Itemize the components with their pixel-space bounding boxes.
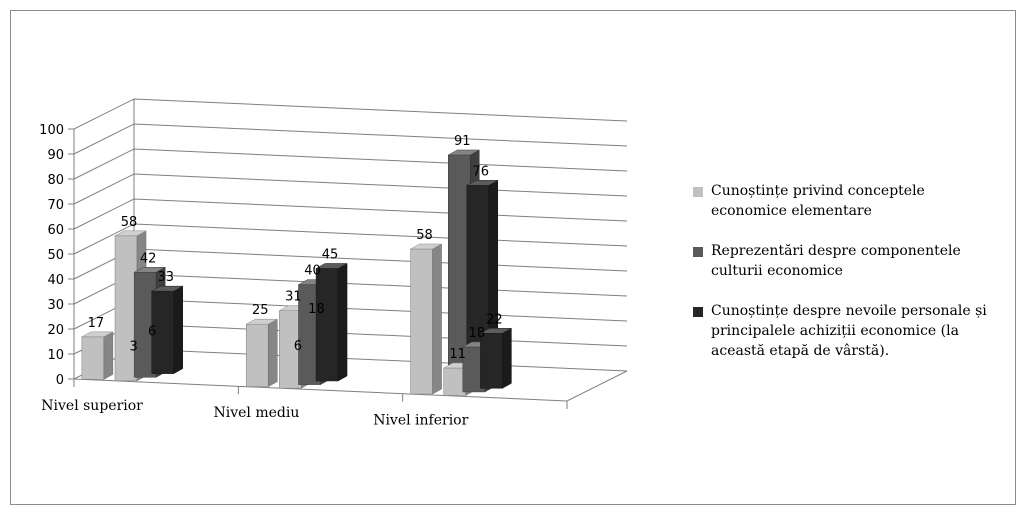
data-label: 45 bbox=[322, 247, 339, 262]
bar-top bbox=[245, 318, 279, 325]
y-axis: 0 10 20 30 40 50 60 70 80 90 100 bbox=[39, 123, 74, 388]
data-label: 40 bbox=[304, 264, 321, 279]
y-tick-label: 70 bbox=[47, 198, 64, 213]
y-tick-label: 30 bbox=[47, 298, 64, 313]
legend-item: Cunoștințe despre nevoile personale și pr… bbox=[691, 301, 1028, 361]
bar-front bbox=[443, 367, 466, 396]
data-label: 42 bbox=[140, 251, 157, 266]
bar-side bbox=[502, 327, 512, 389]
bar-front bbox=[410, 248, 433, 395]
legend-label-line: Cunoștințe privind conceptele bbox=[711, 183, 925, 199]
bar bbox=[80, 331, 114, 380]
bar bbox=[245, 318, 279, 388]
bar-side bbox=[103, 331, 114, 380]
bar-top bbox=[447, 149, 481, 156]
x-tick-label: Nivel inferior bbox=[373, 412, 468, 428]
data-label: 91 bbox=[454, 134, 471, 149]
legend-label-line: culturii economice bbox=[711, 263, 843, 279]
bar bbox=[150, 285, 184, 375]
bar-top bbox=[150, 285, 184, 292]
data-label: 58 bbox=[416, 228, 433, 243]
bar-side bbox=[267, 318, 278, 388]
bar bbox=[465, 179, 499, 376]
data-label: 18 bbox=[469, 326, 486, 341]
bar-top bbox=[479, 328, 513, 334]
data-label: 18 bbox=[308, 302, 325, 317]
y-tick-label: 60 bbox=[47, 223, 64, 238]
data-label: 22 bbox=[486, 312, 503, 327]
bar-front bbox=[245, 323, 269, 387]
data-label: 6 bbox=[294, 339, 302, 354]
bar-front bbox=[315, 268, 339, 382]
bar-top bbox=[465, 180, 499, 186]
gridline bbox=[73, 148, 628, 180]
gridline bbox=[73, 98, 628, 130]
bar-top bbox=[409, 243, 443, 250]
chart-frame: 0 10 20 30 40 50 60 70 80 90 100 Nivel superior Nive… bbox=[10, 10, 1016, 505]
gridline bbox=[73, 173, 628, 205]
bar bbox=[315, 263, 349, 382]
gridline bbox=[73, 198, 628, 230]
y-tick-label: 100 bbox=[39, 123, 64, 138]
bar-top bbox=[80, 331, 114, 338]
y-tick-label: 0 bbox=[56, 373, 64, 388]
data-label: 33 bbox=[157, 270, 174, 285]
bar-top bbox=[133, 267, 167, 273]
legend-item: Reprezentări despre componentele culturii… bbox=[691, 241, 1028, 281]
legend-swatch bbox=[693, 247, 703, 257]
x-axis: Nivel superior Nivel mediu Nivel inferior bbox=[41, 379, 568, 428]
gridline bbox=[73, 123, 628, 155]
y-tick-label: 20 bbox=[47, 323, 64, 338]
y-tick-label: 10 bbox=[47, 348, 64, 363]
gridline bbox=[73, 223, 628, 255]
x-tick-label: Nivel mediu bbox=[213, 405, 299, 421]
data-label: 17 bbox=[88, 316, 105, 331]
data-label: 11 bbox=[449, 347, 466, 362]
bar bbox=[479, 327, 513, 389]
bar-front bbox=[114, 235, 138, 382]
bar-top bbox=[114, 230, 147, 237]
y-tick-label: 50 bbox=[47, 248, 64, 263]
bar-side bbox=[173, 285, 183, 375]
bar-top bbox=[315, 263, 349, 269]
data-label: 3 bbox=[129, 339, 137, 354]
y-tick-label: 40 bbox=[47, 273, 64, 288]
data-label: 25 bbox=[252, 303, 269, 318]
legend-item: Cunoștințe privind conceptele economice e… bbox=[691, 181, 1028, 221]
bar bbox=[409, 243, 443, 395]
legend-label-line: principalele achiziții economice (la bbox=[711, 323, 959, 339]
legend: Cunoștințe privind conceptele economice e… bbox=[691, 181, 1028, 381]
legend-label-line: economice elementare bbox=[711, 203, 872, 219]
data-label: 31 bbox=[285, 290, 302, 305]
legend-label-line: Reprezentări despre componentele bbox=[711, 243, 961, 259]
bar-side bbox=[337, 263, 348, 382]
legend-label-line: Cunoștințe despre nevoile personale și bbox=[711, 303, 987, 319]
bars bbox=[80, 149, 513, 396]
y-tick-label: 80 bbox=[47, 173, 64, 188]
bar-side bbox=[432, 243, 442, 395]
x-tick-label: Nivel superior bbox=[41, 398, 143, 414]
y-tick-label: 90 bbox=[47, 148, 64, 163]
legend-swatch bbox=[693, 187, 703, 197]
data-label: 76 bbox=[473, 164, 490, 179]
data-label: 6 bbox=[148, 325, 156, 340]
bar-front bbox=[81, 336, 105, 380]
bar-front bbox=[480, 333, 503, 389]
data-label: 58 bbox=[121, 215, 138, 230]
legend-swatch bbox=[693, 307, 703, 317]
legend-label-line: această etapă de vârstă). bbox=[711, 343, 890, 359]
